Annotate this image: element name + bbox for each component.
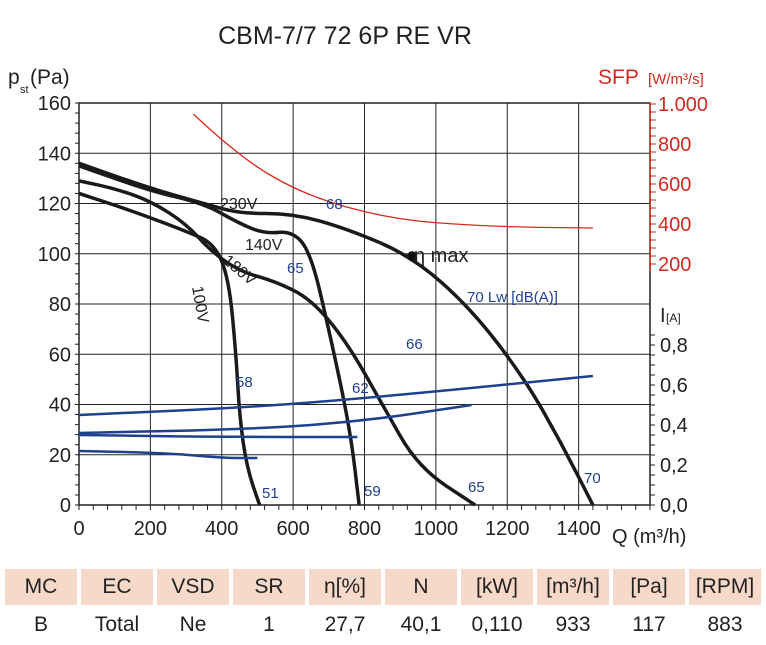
x-tick-label: 1200: [485, 518, 530, 540]
current-tick-label: 0,6: [660, 375, 688, 397]
current-axis-label: I: [660, 305, 666, 327]
y-tick-label: 40: [49, 395, 71, 417]
x-tick-label: 1400: [556, 518, 601, 540]
table-cell: Total: [94, 613, 140, 636]
x-tick-label: 0: [73, 518, 84, 540]
series-line-140v: [78, 164, 361, 506]
table-header: EC: [81, 569, 153, 605]
current-tick-label: 0,4: [660, 415, 688, 437]
table-cell: 117: [632, 613, 666, 636]
eta-max-label: η max: [414, 245, 468, 267]
y-tick-label: 0: [60, 495, 71, 517]
curve-annotation: 140V: [245, 237, 283, 254]
y-tick-label: 160: [38, 93, 71, 115]
current-tick-label: 0,2: [660, 455, 688, 477]
y-axis-label-p: p: [8, 66, 20, 89]
table-cell: 27,7: [324, 613, 366, 636]
x-tick-label: 800: [348, 518, 381, 540]
curve-annotation: 70: [584, 470, 601, 487]
table-header: SR: [233, 569, 305, 605]
sfp-tick-label: 600: [658, 174, 691, 196]
table-header: N: [385, 569, 457, 605]
table-cell: 1: [263, 613, 275, 636]
table-cell: 40,1: [400, 613, 442, 636]
performance-table: MC EC VSD SR η[%] N [kW] [m³/h] [Pa] [RPM] B Total N…: [5, 569, 761, 645]
y-axis-label-unit: (Pa): [30, 66, 70, 89]
chart-title: CBM-7/7 72 6P RE VR: [218, 22, 472, 50]
y-tick-label: 100: [38, 244, 71, 266]
x-tick-label: 200: [134, 518, 167, 540]
current-axis-unit: [A]: [666, 311, 681, 325]
current-tick-label: 0,0: [660, 495, 688, 517]
series-line-i-180v: [78, 403, 472, 435]
table-cell: 883: [707, 613, 743, 636]
table-header: VSD: [157, 569, 229, 605]
x-tick-label: 600: [276, 518, 309, 540]
curve-annotation: 68: [326, 196, 343, 213]
sfp-tick-label: 400: [658, 214, 691, 236]
y-tick-label: 20: [49, 445, 71, 467]
sfp-axis-unit: [W/m³/s]: [648, 71, 704, 88]
curve-annotation: 65: [287, 260, 304, 277]
x-tick-label: 400: [205, 518, 238, 540]
series-line-sfp: [192, 113, 593, 229]
fan-curve-chart: 0 200 400 600 800 1000 1200 1400 0 20 40 60 80 100 120…: [8, 22, 708, 548]
curve-annotation: 230V: [220, 196, 258, 213]
curve-annotation: 66: [406, 336, 423, 353]
curve-annotation: 65: [468, 479, 485, 496]
curve-annotation: 51: [262, 485, 279, 502]
x-tick-label: 1000: [414, 518, 459, 540]
series-line-i-140v: [78, 433, 358, 439]
x-axis-label: Q (m³/h): [612, 526, 686, 548]
eta-max-point: [406, 251, 417, 262]
table-header: [m³/h]: [537, 569, 609, 605]
curve-annotation: 58: [236, 374, 253, 391]
y-tick-label: 140: [38, 143, 71, 165]
series-line-i-230v: [78, 374, 594, 417]
table-header: MC: [5, 569, 77, 605]
y-tick-label: 80: [49, 294, 71, 316]
sfp-tick-label: 200: [658, 254, 691, 276]
series-line-100v: [78, 191, 262, 506]
table-header: [RPM]: [689, 569, 761, 605]
table-cell: Ne: [179, 613, 207, 636]
table-header: [kW]: [461, 569, 533, 605]
curve-annotation: 70 Lw [dB(A)]: [467, 289, 558, 306]
y-tick-label: 60: [49, 344, 71, 366]
series-line-i-100v: [78, 449, 258, 460]
curve-annotation: 100V: [188, 285, 211, 325]
sfp-tick-label: 1.000: [658, 94, 708, 116]
current-tick-label: 0,8: [660, 335, 688, 357]
table-cell: B: [33, 613, 48, 636]
y-tick-label: 120: [38, 194, 71, 216]
table-header: [Pa]: [613, 569, 685, 605]
y-axis-label-sub: st: [20, 84, 29, 96]
table-header: η[%]: [309, 569, 381, 605]
table-cell: 933: [555, 613, 591, 636]
curve-annotation: 59: [364, 483, 381, 500]
table-cell: 0,110: [471, 613, 523, 636]
curve-annotation: 62: [352, 380, 369, 397]
sfp-tick-label: 800: [658, 134, 691, 156]
sfp-axis-label: SFP: [598, 66, 639, 89]
series-line-180v: [78, 179, 477, 507]
